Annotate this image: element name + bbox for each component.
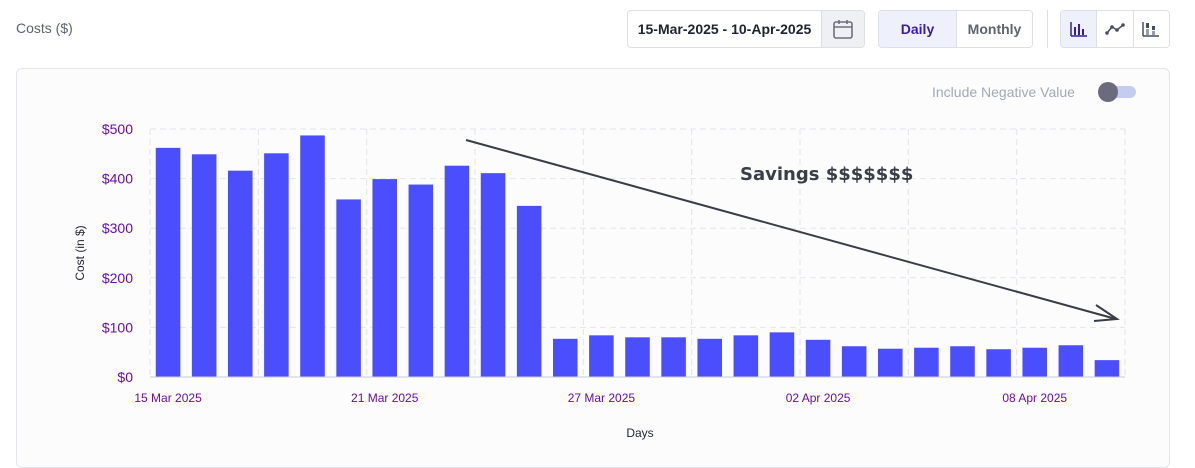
bar [300,135,325,377]
x-tick-label: 27 Mar 2025 [568,391,636,405]
bars [155,135,1120,377]
bar [444,165,470,377]
y-tick-label: $200 [102,270,133,286]
bar [336,199,361,377]
bar [805,339,831,377]
daily-button[interactable]: Daily [879,11,956,47]
savings-annotation: Savings $$$$$$$ [740,164,913,185]
bar [372,179,397,377]
y-tick-label: $300 [102,220,133,236]
bar [841,346,867,377]
include-negative-label: Include Negative Value [932,84,1075,100]
bar [408,184,434,377]
bar [697,338,722,377]
y-tick-labels: $0 $100 $200 $300 $400 $500 [102,121,133,385]
bar [878,348,903,377]
bar [986,349,1011,377]
toolbar-divider [1047,10,1048,48]
bar [516,205,542,377]
x-tick-labels: 15 Mar 2025 21 Mar 2025 27 Mar 2025 02 Apr … [134,391,1067,405]
x-tick-label: 15 Mar 2025 [134,391,202,405]
bar [950,346,975,377]
calendar-icon [833,20,853,39]
x-axis-label: Days [626,426,653,440]
chart-view-toggle [1060,10,1170,48]
bar [661,337,686,377]
page-title: Costs ($) [16,20,73,36]
bar [264,153,289,377]
y-tick-label: $400 [102,171,133,187]
bar [733,335,759,377]
x-tick-label: 02 Apr 2025 [786,391,851,405]
line-chart-icon [1105,23,1125,35]
bar [228,170,253,377]
x-tick-label: 08 Apr 2025 [1002,391,1067,405]
date-range-picker[interactable]: 15-Mar-2025 - 10-Apr-2025 [627,10,865,48]
line-view-button[interactable] [1096,11,1133,47]
bar [553,338,578,377]
y-tick-label: $500 [102,121,133,137]
savings-arrow [465,139,1120,322]
date-range-text: 15-Mar-2025 - 10-Apr-2025 [637,21,812,37]
bar [1094,360,1120,377]
bar [914,347,939,377]
stacked-bar-icon [1142,22,1160,37]
cost-bar-chart: $0 $100 $200 $300 $400 $500 15 Mar 2025 21 Mar… [73,121,1126,440]
include-negative-toggle[interactable] [1098,82,1136,102]
bar [1022,347,1047,377]
monthly-button[interactable]: Monthly [956,11,1032,47]
y-axis-label: Cost (in $) [73,225,87,280]
bar [1058,345,1084,377]
bar [625,337,650,377]
y-tick-label: $0 [117,369,133,385]
bar [589,335,614,377]
bar [769,332,795,377]
calendar-button[interactable] [821,11,864,47]
bar-view-button[interactable] [1061,11,1097,47]
y-tick-label: $100 [102,319,133,335]
bar [155,147,181,377]
stacked-view-button[interactable] [1132,11,1169,47]
bar-chart-icon [1069,22,1087,37]
granularity-toggle: Daily Monthly [878,10,1033,48]
bar [480,173,506,377]
bar [191,154,217,377]
toggle-knob [1098,82,1118,102]
x-tick-label: 21 Mar 2025 [351,391,419,405]
